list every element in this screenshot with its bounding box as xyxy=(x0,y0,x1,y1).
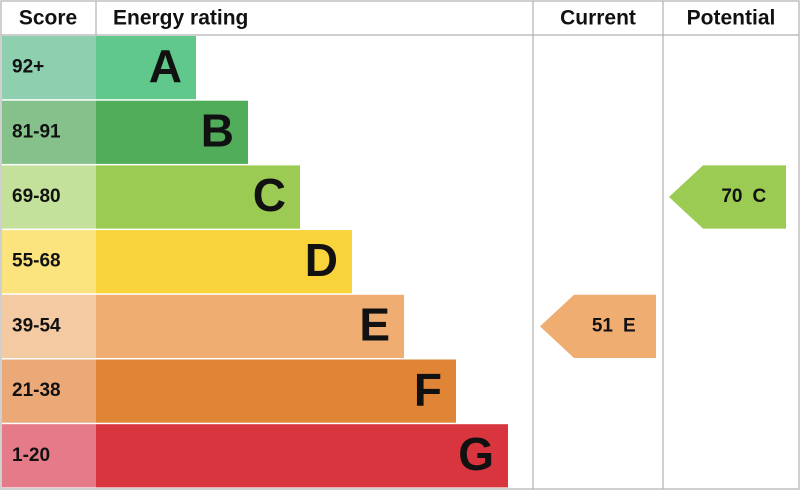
current-rating: E xyxy=(623,315,636,336)
rating-letter: D xyxy=(305,234,338,286)
score-cell xyxy=(2,359,96,423)
rating-bar xyxy=(96,359,456,423)
score-label: 1-20 xyxy=(12,445,50,466)
rating-letter: A xyxy=(149,40,182,92)
score-cell xyxy=(2,294,96,358)
score-cell xyxy=(2,230,96,294)
score-label: 21-38 xyxy=(12,380,61,401)
score-cell xyxy=(2,100,96,164)
rating-bar xyxy=(96,100,248,164)
rating-bar xyxy=(96,424,508,488)
current-score: 51 xyxy=(592,315,614,336)
rating-letter: G xyxy=(458,428,494,480)
score-label: 39-54 xyxy=(12,315,61,336)
rating-letter: F xyxy=(414,363,442,415)
header-score: Score xyxy=(19,7,77,30)
rating-bar xyxy=(96,165,300,229)
header-current: Current xyxy=(560,7,636,30)
score-label: 55-68 xyxy=(12,251,61,272)
rating-bar xyxy=(96,294,404,358)
potential-rating: C xyxy=(753,186,767,207)
rating-bar xyxy=(96,230,352,294)
score-cell xyxy=(2,165,96,229)
score-cell xyxy=(2,36,96,100)
rating-letter: E xyxy=(359,299,390,351)
score-cell xyxy=(2,424,96,488)
score-label: 81-91 xyxy=(12,121,61,142)
current-arrow xyxy=(540,294,656,358)
rating-bar xyxy=(96,36,196,100)
rating-letter: C xyxy=(253,169,286,221)
potential-arrow xyxy=(669,165,786,229)
score-label: 69-80 xyxy=(12,186,61,207)
score-label: 92+ xyxy=(12,57,44,78)
header-rating: Energy rating xyxy=(113,7,248,30)
header-potential: Potential xyxy=(687,7,776,30)
potential-score: 70 xyxy=(721,186,742,207)
rating-letter: B xyxy=(201,104,234,156)
